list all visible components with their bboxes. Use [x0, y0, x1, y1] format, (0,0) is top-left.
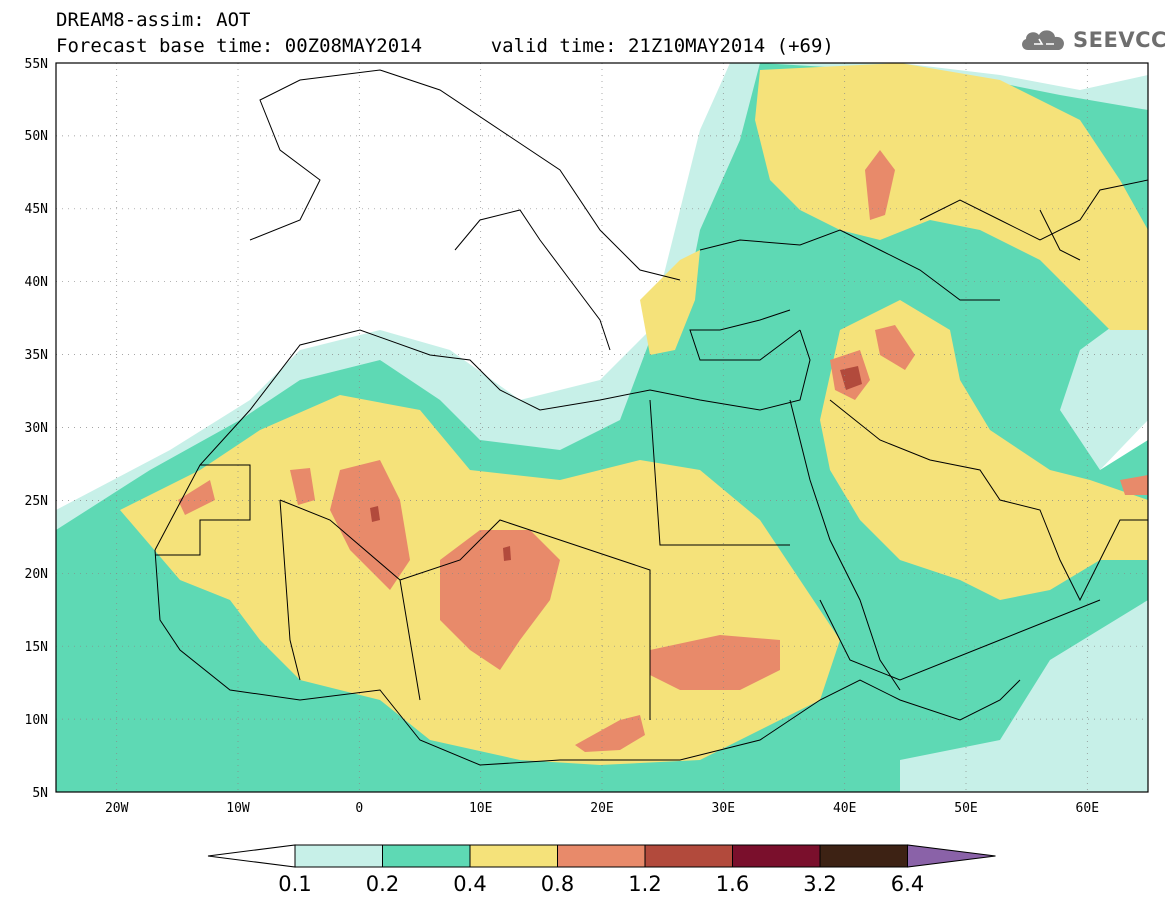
lat-label: 10N — [25, 713, 48, 728]
latitude-labels: 5N 10N 15N 20N 25N 30N 35N 40N 45N 50N 5… — [25, 57, 48, 801]
lon-label: 20E — [590, 801, 613, 816]
lat-label: 55N — [25, 57, 48, 72]
lon-label: 10E — [469, 801, 492, 816]
lat-label: 40N — [25, 275, 48, 290]
lon-label: 30E — [712, 801, 735, 816]
lat-label: 50N — [25, 129, 48, 144]
lat-label: 30N — [25, 421, 48, 436]
lon-label: 50E — [954, 801, 977, 816]
lat-label: 35N — [25, 348, 48, 363]
title-line-1: DREAM8-assim: AOT — [56, 9, 251, 31]
valid-time: valid time: 21Z10MAY2014 (+69) — [490, 35, 834, 57]
lat-label: 5N — [32, 786, 48, 801]
logo-text: SEEVCCC — [1073, 28, 1165, 52]
lon-label: 60E — [1076, 801, 1099, 816]
lat-label: 20N — [25, 567, 48, 582]
cloud-icon — [1022, 30, 1065, 50]
forecast-base-time: Forecast base time: 00Z08MAY2014 — [56, 35, 423, 57]
coastlines — [154, 69, 1148, 766]
lon-label: 0 — [355, 801, 363, 816]
seevccc-logo: SEEVCCC — [1018, 24, 1165, 56]
lat-label: 15N — [25, 640, 48, 655]
lon-label: 40E — [833, 801, 856, 816]
map-border — [55, 62, 1149, 793]
lat-label: 45N — [25, 202, 48, 217]
lon-label: 10W — [226, 801, 250, 816]
longitude-labels: 20W 10W 0 10E 20E 30E 40E 50E 60E — [105, 801, 1099, 816]
graticule — [56, 63, 1148, 792]
lon-label: 20W — [105, 801, 129, 816]
title-line-2: Forecast base time: 00Z08MAY2014 valid t… — [56, 36, 834, 56]
lat-label: 25N — [25, 494, 48, 509]
